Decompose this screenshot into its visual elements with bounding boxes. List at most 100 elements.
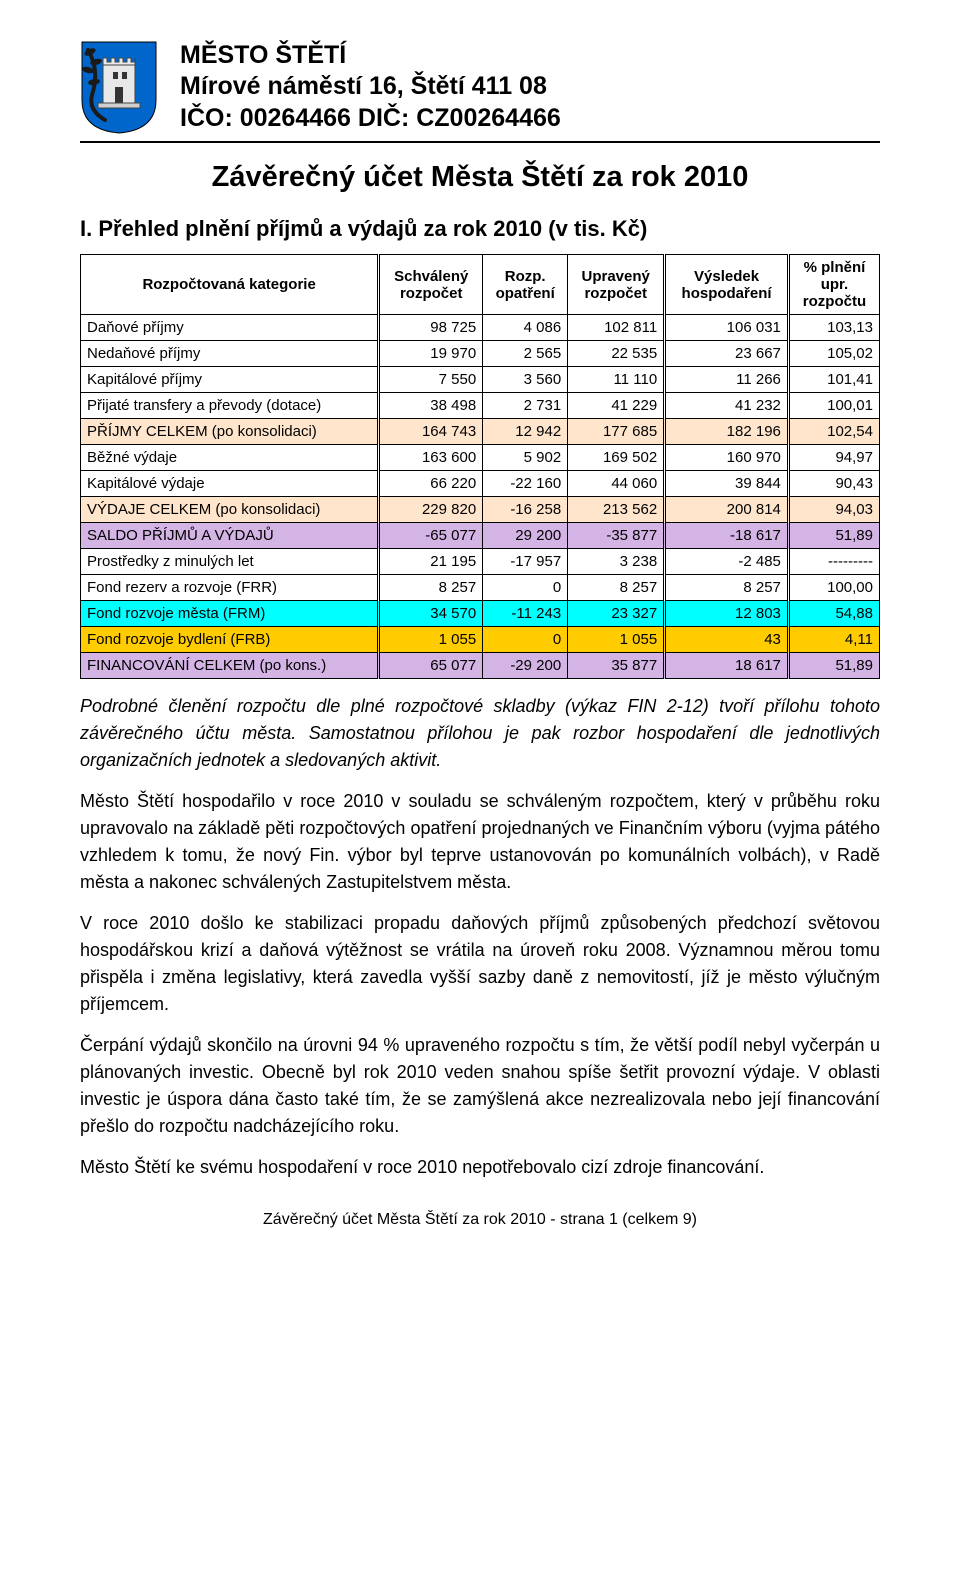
row-cell: 169 502	[568, 445, 665, 471]
col-header-approved: Schválenýrozpočet	[379, 255, 483, 315]
row-cell: 51,89	[788, 653, 879, 679]
page-footer: Závěrečný účet Města Štětí za rok 2010 -…	[80, 1211, 880, 1229]
row-label: PŘÍJMY CELKEM (po konsolidaci)	[81, 419, 379, 445]
table-row: Přijaté transfery a převody (dotace)38 4…	[81, 393, 880, 419]
coat-of-arms-icon	[80, 40, 158, 135]
paragraph-2: Město Štětí hospodařilo v roce 2010 v so…	[80, 788, 880, 896]
paragraph-4: Čerpání výdajů skončilo na úrovni 94 % u…	[80, 1032, 880, 1140]
row-label: Běžné výdaje	[81, 445, 379, 471]
row-label: Prostředky z minulých let	[81, 549, 379, 575]
header-divider	[80, 141, 880, 143]
header-text-block: MĚSTO ŠTĚTÍ Mírové náměstí 16, Štětí 411…	[180, 40, 880, 134]
row-cell: -65 077	[379, 523, 483, 549]
row-cell: 8 257	[568, 575, 665, 601]
col-header-category: Rozpočtovaná kategorie	[81, 255, 379, 315]
row-cell: -18 617	[665, 523, 789, 549]
paragraph-1-text: Podrobné členění rozpočtu dle plné rozpo…	[80, 696, 880, 770]
row-cell: 8 257	[665, 575, 789, 601]
col-header-category-label: Rozpočtovaná kategorie	[142, 276, 315, 293]
table-row: Prostředky z minulých let21 195-17 9573 …	[81, 549, 880, 575]
row-cell: 23 667	[665, 341, 789, 367]
col-header-measures: Rozp.opatření	[483, 255, 568, 315]
section-1-title: I. Přehled plnění příjmů a výdajů za rok…	[80, 216, 880, 242]
row-cell: 38 498	[379, 393, 483, 419]
org-name: MĚSTO ŠTĚTÍ	[180, 40, 880, 71]
row-label: Fond rezerv a rozvoje (FRR)	[81, 575, 379, 601]
row-cell: 29 200	[483, 523, 568, 549]
row-cell: ---------	[788, 549, 879, 575]
table-row: VÝDAJE CELKEM (po konsolidaci)229 820-16…	[81, 497, 880, 523]
row-cell: 11 266	[665, 367, 789, 393]
page-container: MĚSTO ŠTĚTÍ Mírové náměstí 16, Štětí 411…	[0, 0, 960, 1259]
row-cell: -17 957	[483, 549, 568, 575]
row-cell: -35 877	[568, 523, 665, 549]
row-cell: 12 942	[483, 419, 568, 445]
row-label: Kapitálové příjmy	[81, 367, 379, 393]
col-header-percent: % plněníupr.rozpočtu	[788, 255, 879, 315]
row-cell: 34 570	[379, 601, 483, 627]
row-cell: -29 200	[483, 653, 568, 679]
row-cell: 19 970	[379, 341, 483, 367]
row-label: Fond rozvoje města (FRM)	[81, 601, 379, 627]
row-cell: 43	[665, 627, 789, 653]
document-header: MĚSTO ŠTĚTÍ Mírové náměstí 16, Štětí 411…	[80, 40, 880, 135]
row-label: Přijaté transfery a převody (dotace)	[81, 393, 379, 419]
row-cell: 2 731	[483, 393, 568, 419]
row-cell: 163 600	[379, 445, 483, 471]
row-cell: 21 195	[379, 549, 483, 575]
org-ids: IČO: 00264466 DIČ: CZ00264466	[180, 103, 880, 134]
row-cell: 1 055	[379, 627, 483, 653]
row-cell: 164 743	[379, 419, 483, 445]
paragraph-1: Podrobné členění rozpočtu dle plné rozpo…	[80, 693, 880, 774]
row-cell: 41 232	[665, 393, 789, 419]
row-cell: 4,11	[788, 627, 879, 653]
table-header-row: Rozpočtovaná kategorie Schválenýrozpočet…	[81, 255, 880, 315]
row-cell: 8 257	[379, 575, 483, 601]
row-label: Daňové příjmy	[81, 315, 379, 341]
row-cell: 98 725	[379, 315, 483, 341]
row-cell: 200 814	[665, 497, 789, 523]
col-header-result: Výsledekhospodaření	[665, 255, 789, 315]
row-label: Fond rozvoje bydlení (FRB)	[81, 627, 379, 653]
row-cell: 65 077	[379, 653, 483, 679]
row-cell: 101,41	[788, 367, 879, 393]
row-cell: 103,13	[788, 315, 879, 341]
row-cell: 229 820	[379, 497, 483, 523]
row-cell: 3 560	[483, 367, 568, 393]
row-cell: 94,97	[788, 445, 879, 471]
row-cell: 44 060	[568, 471, 665, 497]
table-row: Kapitálové výdaje66 220-22 16044 06039 8…	[81, 471, 880, 497]
row-cell: 90,43	[788, 471, 879, 497]
row-cell: 11 110	[568, 367, 665, 393]
row-cell: 41 229	[568, 393, 665, 419]
row-cell: -16 258	[483, 497, 568, 523]
row-label: FINANCOVÁNÍ CELKEM (po kons.)	[81, 653, 379, 679]
row-cell: 213 562	[568, 497, 665, 523]
row-label: SALDO PŘÍJMŮ A VÝDAJŮ	[81, 523, 379, 549]
row-cell: 0	[483, 575, 568, 601]
row-cell: 102 811	[568, 315, 665, 341]
row-cell: 182 196	[665, 419, 789, 445]
row-cell: 100,01	[788, 393, 879, 419]
row-cell: 177 685	[568, 419, 665, 445]
budget-table: Rozpočtovaná kategorie Schválenýrozpočet…	[80, 254, 880, 679]
row-cell: 54,88	[788, 601, 879, 627]
table-row: Daňové příjmy98 7254 086102 811106 03110…	[81, 315, 880, 341]
table-row: SALDO PŘÍJMŮ A VÝDAJŮ-65 07729 200-35 87…	[81, 523, 880, 549]
row-cell: 105,02	[788, 341, 879, 367]
paragraph-5: Město Štětí ke svému hospodaření v roce …	[80, 1154, 880, 1181]
row-cell: 51,89	[788, 523, 879, 549]
org-address: Mírové náměstí 16, Štětí 411 08	[180, 71, 880, 102]
row-cell: -22 160	[483, 471, 568, 497]
row-cell: -11 243	[483, 601, 568, 627]
row-label: VÝDAJE CELKEM (po konsolidaci)	[81, 497, 379, 523]
row-cell: 7 550	[379, 367, 483, 393]
table-row: Fond rozvoje města (FRM)34 570-11 24323 …	[81, 601, 880, 627]
row-label: Nedaňové příjmy	[81, 341, 379, 367]
table-row: Fond rezerv a rozvoje (FRR)8 25708 2578 …	[81, 575, 880, 601]
row-cell: 12 803	[665, 601, 789, 627]
row-cell: 3 238	[568, 549, 665, 575]
row-cell: 94,03	[788, 497, 879, 523]
table-row: Běžné výdaje163 6005 902169 502160 97094…	[81, 445, 880, 471]
row-cell: 102,54	[788, 419, 879, 445]
